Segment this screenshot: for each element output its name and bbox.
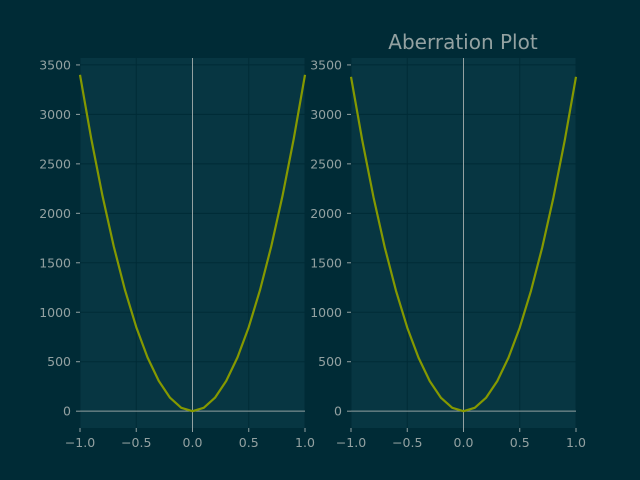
x-tick-label: −0.5	[121, 435, 151, 450]
y-tick-label: 2500	[310, 156, 342, 171]
y-tick-label: 2500	[39, 156, 71, 171]
y-tick-label: 2000	[310, 206, 342, 221]
x-tick-label: 1.0	[295, 435, 315, 450]
series-line	[349, 76, 578, 413]
y-tick-label: 500	[318, 354, 342, 369]
x-tick-label: 0.5	[510, 435, 530, 450]
y-tick-label: 1000	[39, 305, 71, 320]
series-line	[78, 74, 307, 413]
y-tick-label: 0	[334, 404, 342, 419]
y-tick-label: 3500	[39, 57, 71, 72]
y-tick-label: 3500	[310, 57, 342, 72]
y-tick-label: 1500	[310, 255, 342, 270]
y-tick-label: 1500	[39, 255, 71, 270]
subplot-right: −1.0 −0.5 0.0 0.5 1.0 0 500 1000 1500 2000 2500 300…	[310, 57, 586, 450]
y-tick-label: 0	[63, 404, 71, 419]
x-tick-label: −1.0	[65, 435, 95, 450]
y-tick-label: 2000	[39, 206, 71, 221]
x-tick-label: 0.5	[239, 435, 259, 450]
x-tick-label: 0.0	[183, 435, 203, 450]
x-tick-label: 0.0	[454, 435, 474, 450]
figure-title: Aberration Plot	[388, 30, 538, 54]
y-tick-label: 3000	[39, 107, 71, 122]
x-tick-label: 1.0	[566, 435, 586, 450]
y-tick-label: 500	[47, 354, 71, 369]
x-tick-label: −1.0	[336, 435, 366, 450]
y-tick-label: 1000	[310, 305, 342, 320]
subplot-left: −1.0 −0.5 0.0 0.5 1.0 0 500 1000 1500 2000 2500 300…	[39, 57, 315, 450]
y-tick-label: 3000	[310, 107, 342, 122]
x-tick-label: −0.5	[392, 435, 422, 450]
